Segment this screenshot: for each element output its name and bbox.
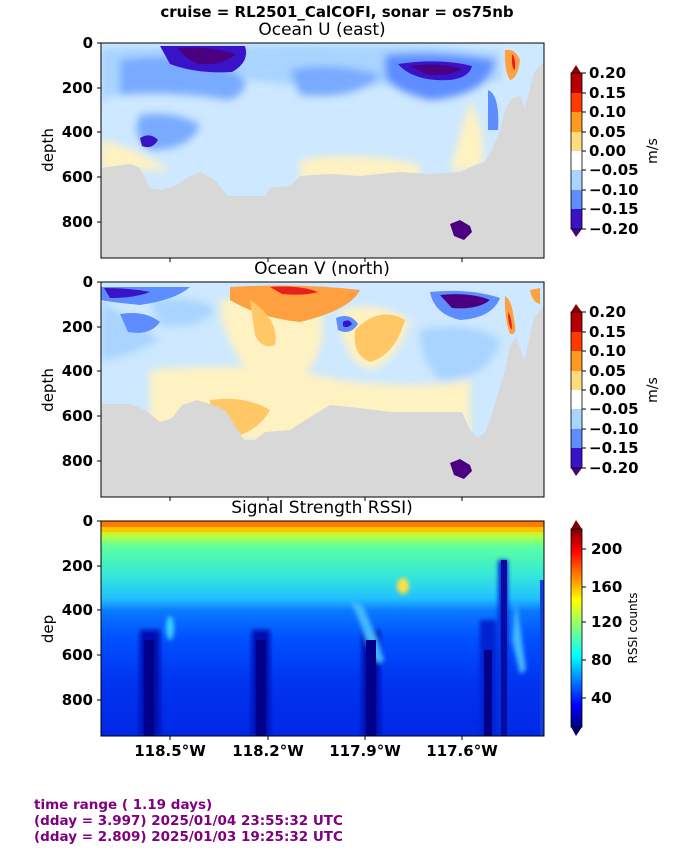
colorbar-tick: 0.15	[589, 84, 626, 102]
panel-v-ytick-label: 600	[62, 407, 93, 425]
panel-rssi-field	[101, 521, 544, 736]
colorbar-tick: 160	[591, 578, 622, 596]
colorbar-tick: −0.10	[589, 181, 639, 199]
colorbar-tick: 0.20	[589, 64, 626, 82]
xtick-label: 117.6°W	[426, 742, 498, 760]
colorbar-tick: 0.05	[589, 362, 626, 380]
colorbar-tick: 200	[591, 540, 622, 558]
panel-v-field	[101, 282, 544, 497]
panel-u-yticks: 0 200 400 600 800	[62, 34, 101, 231]
panel-u-xticks	[169, 258, 463, 262]
colorbar-tick: 0.20	[589, 303, 626, 321]
colorbar-tick: −0.20	[589, 459, 639, 477]
panel-rssi-title: Signal Strength RSSI)	[231, 498, 413, 518]
panel-ocean-v: Ocean V (north)	[39, 259, 661, 501]
panel-ocean-u: Ocean U (east)	[39, 20, 661, 262]
panel-u-ytick-label: 400	[62, 123, 93, 141]
panel-rssi-ytick-label: 200	[62, 557, 93, 575]
colorbar-tick: −0.05	[589, 400, 639, 418]
panel-v-ytick-label: 0	[83, 273, 93, 291]
panel-u-colorbar: 0.20 0.15 0.10 0.05 0.00 −0.05 −0.10 −0.…	[570, 64, 661, 238]
colorbar-tick: −0.15	[589, 200, 639, 218]
panel-rssi: Signal Strength RSSI)	[39, 498, 640, 760]
colorbar-tick: 0.10	[589, 342, 626, 360]
panel-rssi-ylabel: dep	[39, 615, 57, 643]
panel-rssi-xticks: 118.5°W 118.2°W 117.9°W 117.6°W	[134, 736, 498, 760]
panel-v-ylabel: depth	[39, 368, 57, 412]
panel-v-ytick-label: 400	[62, 362, 93, 380]
xtick-label: 118.5°W	[134, 742, 206, 760]
panel-v-colorbar: 0.20 0.15 0.10 0.05 0.00 −0.05 −0.10 −0.…	[570, 303, 661, 477]
panel-rssi-yticks: 0 200 400 600 800	[62, 512, 101, 709]
panel-v-ytick-label: 200	[62, 318, 93, 336]
colorbar-tick: −0.15	[589, 439, 639, 457]
panel-rssi-colorbar-label: RSSI counts	[626, 592, 640, 663]
colorbar-tick: −0.10	[589, 420, 639, 438]
panel-u-colorbar-label: m/s	[645, 138, 661, 164]
colorbar-tick: −0.20	[589, 220, 639, 238]
panel-rssi-ytick-label: 600	[62, 646, 93, 664]
panel-u-ytick-label: 600	[62, 168, 93, 186]
panel-v-xticks	[169, 497, 463, 501]
time-range-end-line: (dday = 3.997) 2025/01/04 23:55:32 UTC	[34, 813, 343, 829]
panel-rssi-colorbar: 200 160 120 80 40 RSSI counts	[570, 520, 640, 736]
panel-u-field	[101, 43, 544, 258]
colorbar-tick: 0.00	[589, 142, 626, 160]
time-range-footer: time range ( 1.19 days) (dday = 3.997) 2…	[34, 797, 343, 845]
time-range-line: time range ( 1.19 days)	[34, 797, 213, 813]
panel-v-yticks: 0 200 400 600 800	[62, 273, 101, 470]
xtick-label: 117.9°W	[329, 742, 401, 760]
colorbar-tick: 0.05	[589, 123, 626, 141]
panel-rssi-ytick-label: 0	[83, 512, 93, 530]
panel-v-ytick-label: 800	[62, 452, 93, 470]
colorbar-tick: 0.00	[589, 381, 626, 399]
panel-u-title: Ocean U (east)	[258, 20, 385, 40]
colorbar-tick: 0.15	[589, 323, 626, 341]
panel-rssi-ytick-label: 800	[62, 691, 93, 709]
panel-u-ytick-label: 0	[83, 34, 93, 52]
xtick-label: 118.2°W	[232, 742, 304, 760]
colorbar-tick: 120	[591, 613, 622, 631]
panel-u-ylabel: depth	[39, 128, 57, 172]
panel-u-ytick-label: 800	[62, 213, 93, 231]
colorbar-tick: 0.10	[589, 103, 626, 121]
colorbar-tick: 40	[591, 689, 612, 707]
panel-v-colorbar-label: m/s	[645, 377, 661, 403]
panel-v-title: Ocean V (north)	[254, 259, 390, 279]
figure-suptitle: cruise = RL2501_CalCOFI, sonar = os75nb	[160, 3, 514, 21]
time-range-start-line: (dday = 2.809) 2025/01/03 19:25:32 UTC	[34, 829, 343, 845]
colorbar-tick: 80	[591, 651, 612, 669]
panel-rssi-ytick-label: 400	[62, 601, 93, 619]
panel-u-ytick-label: 200	[62, 79, 93, 97]
colorbar-tick: −0.05	[589, 161, 639, 179]
